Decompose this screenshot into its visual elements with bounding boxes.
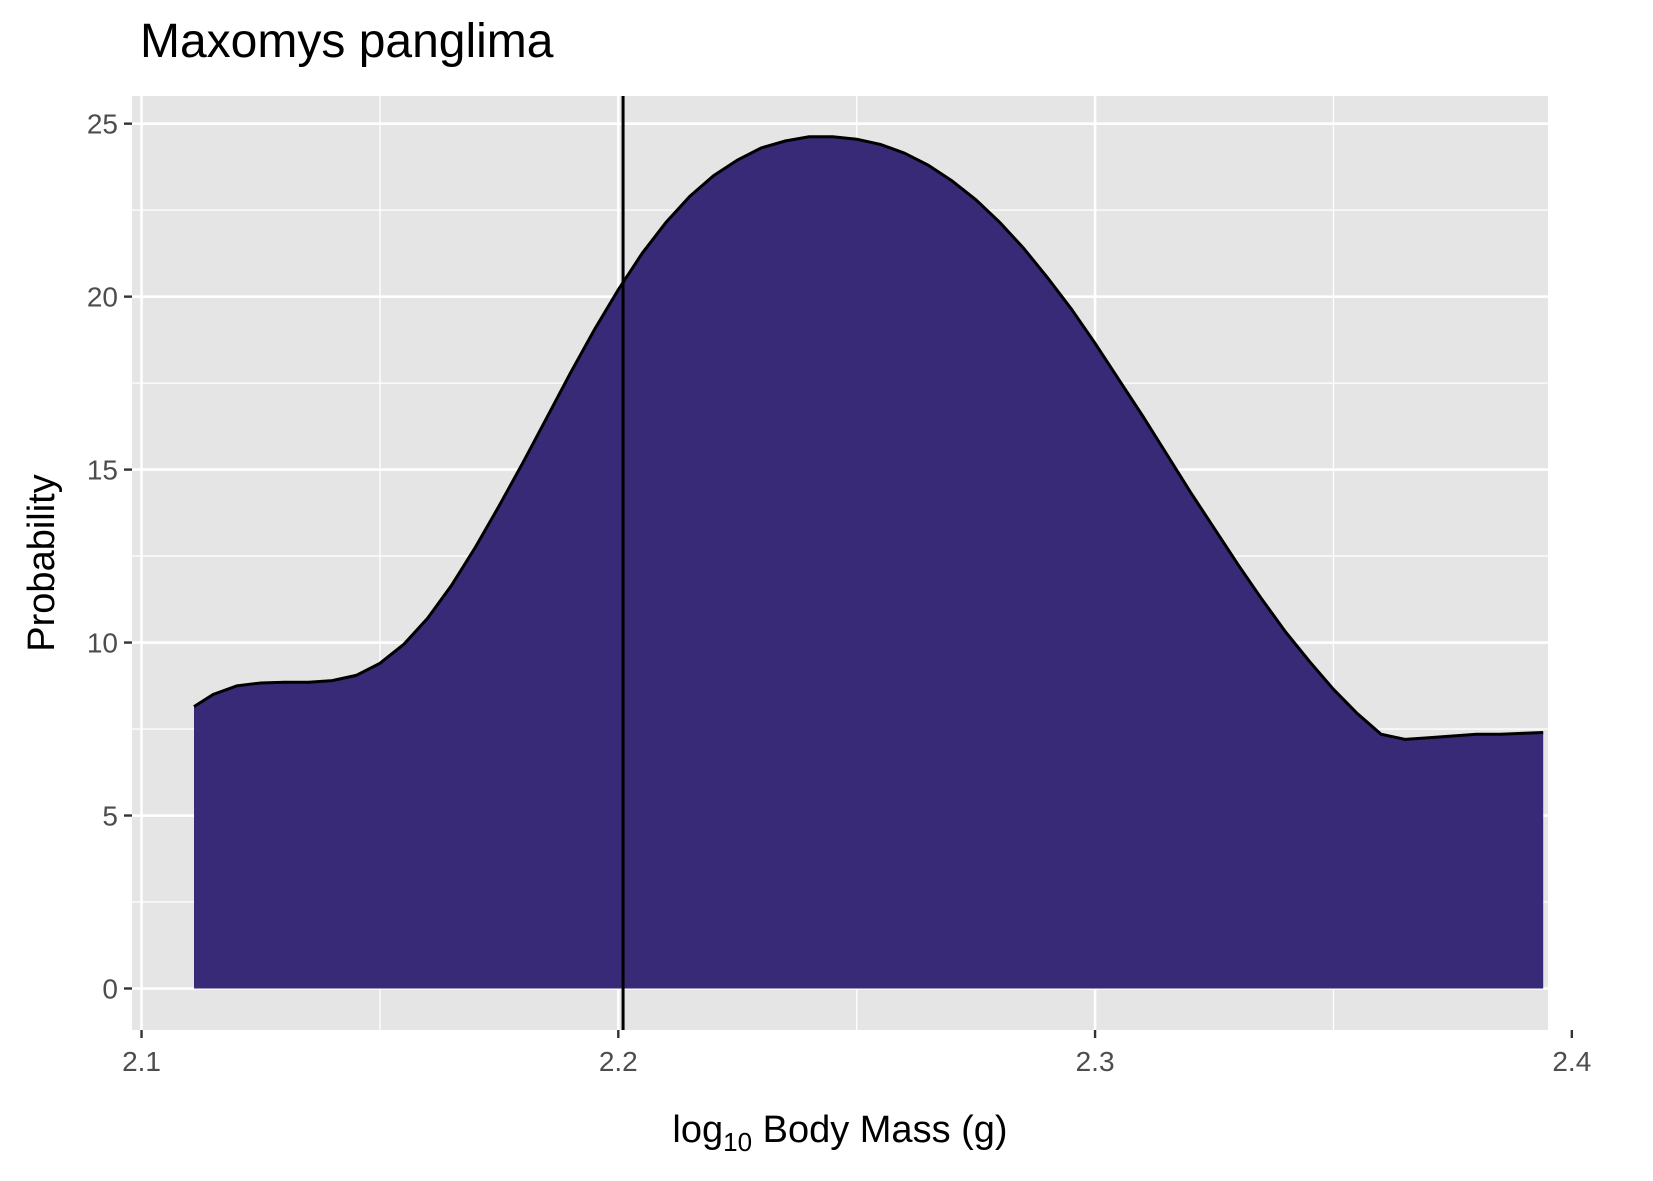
y-tick-label: 15	[87, 455, 118, 486]
x-tick-label: 2.2	[599, 1046, 638, 1077]
x-axis-title-suffix: Body Mass (g)	[752, 1109, 1008, 1151]
y-axis: 0 5 10 15 20 25	[87, 109, 132, 1004]
y-tick-label: 25	[87, 109, 118, 140]
x-tick-label: 2.4	[1552, 1046, 1591, 1077]
y-tick-label: 20	[87, 282, 118, 313]
chart-title: Maxomys panglima	[140, 15, 554, 68]
x-axis-title: log10 Body Mass (g)	[672, 1109, 1007, 1157]
x-axis-title-subscript: 10	[723, 1127, 752, 1157]
x-axis-title-prefix: log	[672, 1109, 723, 1151]
y-axis-title: Probability	[21, 474, 63, 651]
x-axis: 2.1 2.2 2.3 2.4	[122, 1030, 1591, 1077]
x-tick-label: 2.1	[122, 1046, 161, 1077]
density-line	[193, 135, 1544, 741]
y-tick-label: 5	[102, 801, 118, 832]
x-tick-label: 2.3	[1076, 1046, 1115, 1077]
y-tick-label: 10	[87, 628, 118, 659]
y-tick-label: 0	[102, 973, 118, 1004]
density-area	[194, 136, 1544, 989]
